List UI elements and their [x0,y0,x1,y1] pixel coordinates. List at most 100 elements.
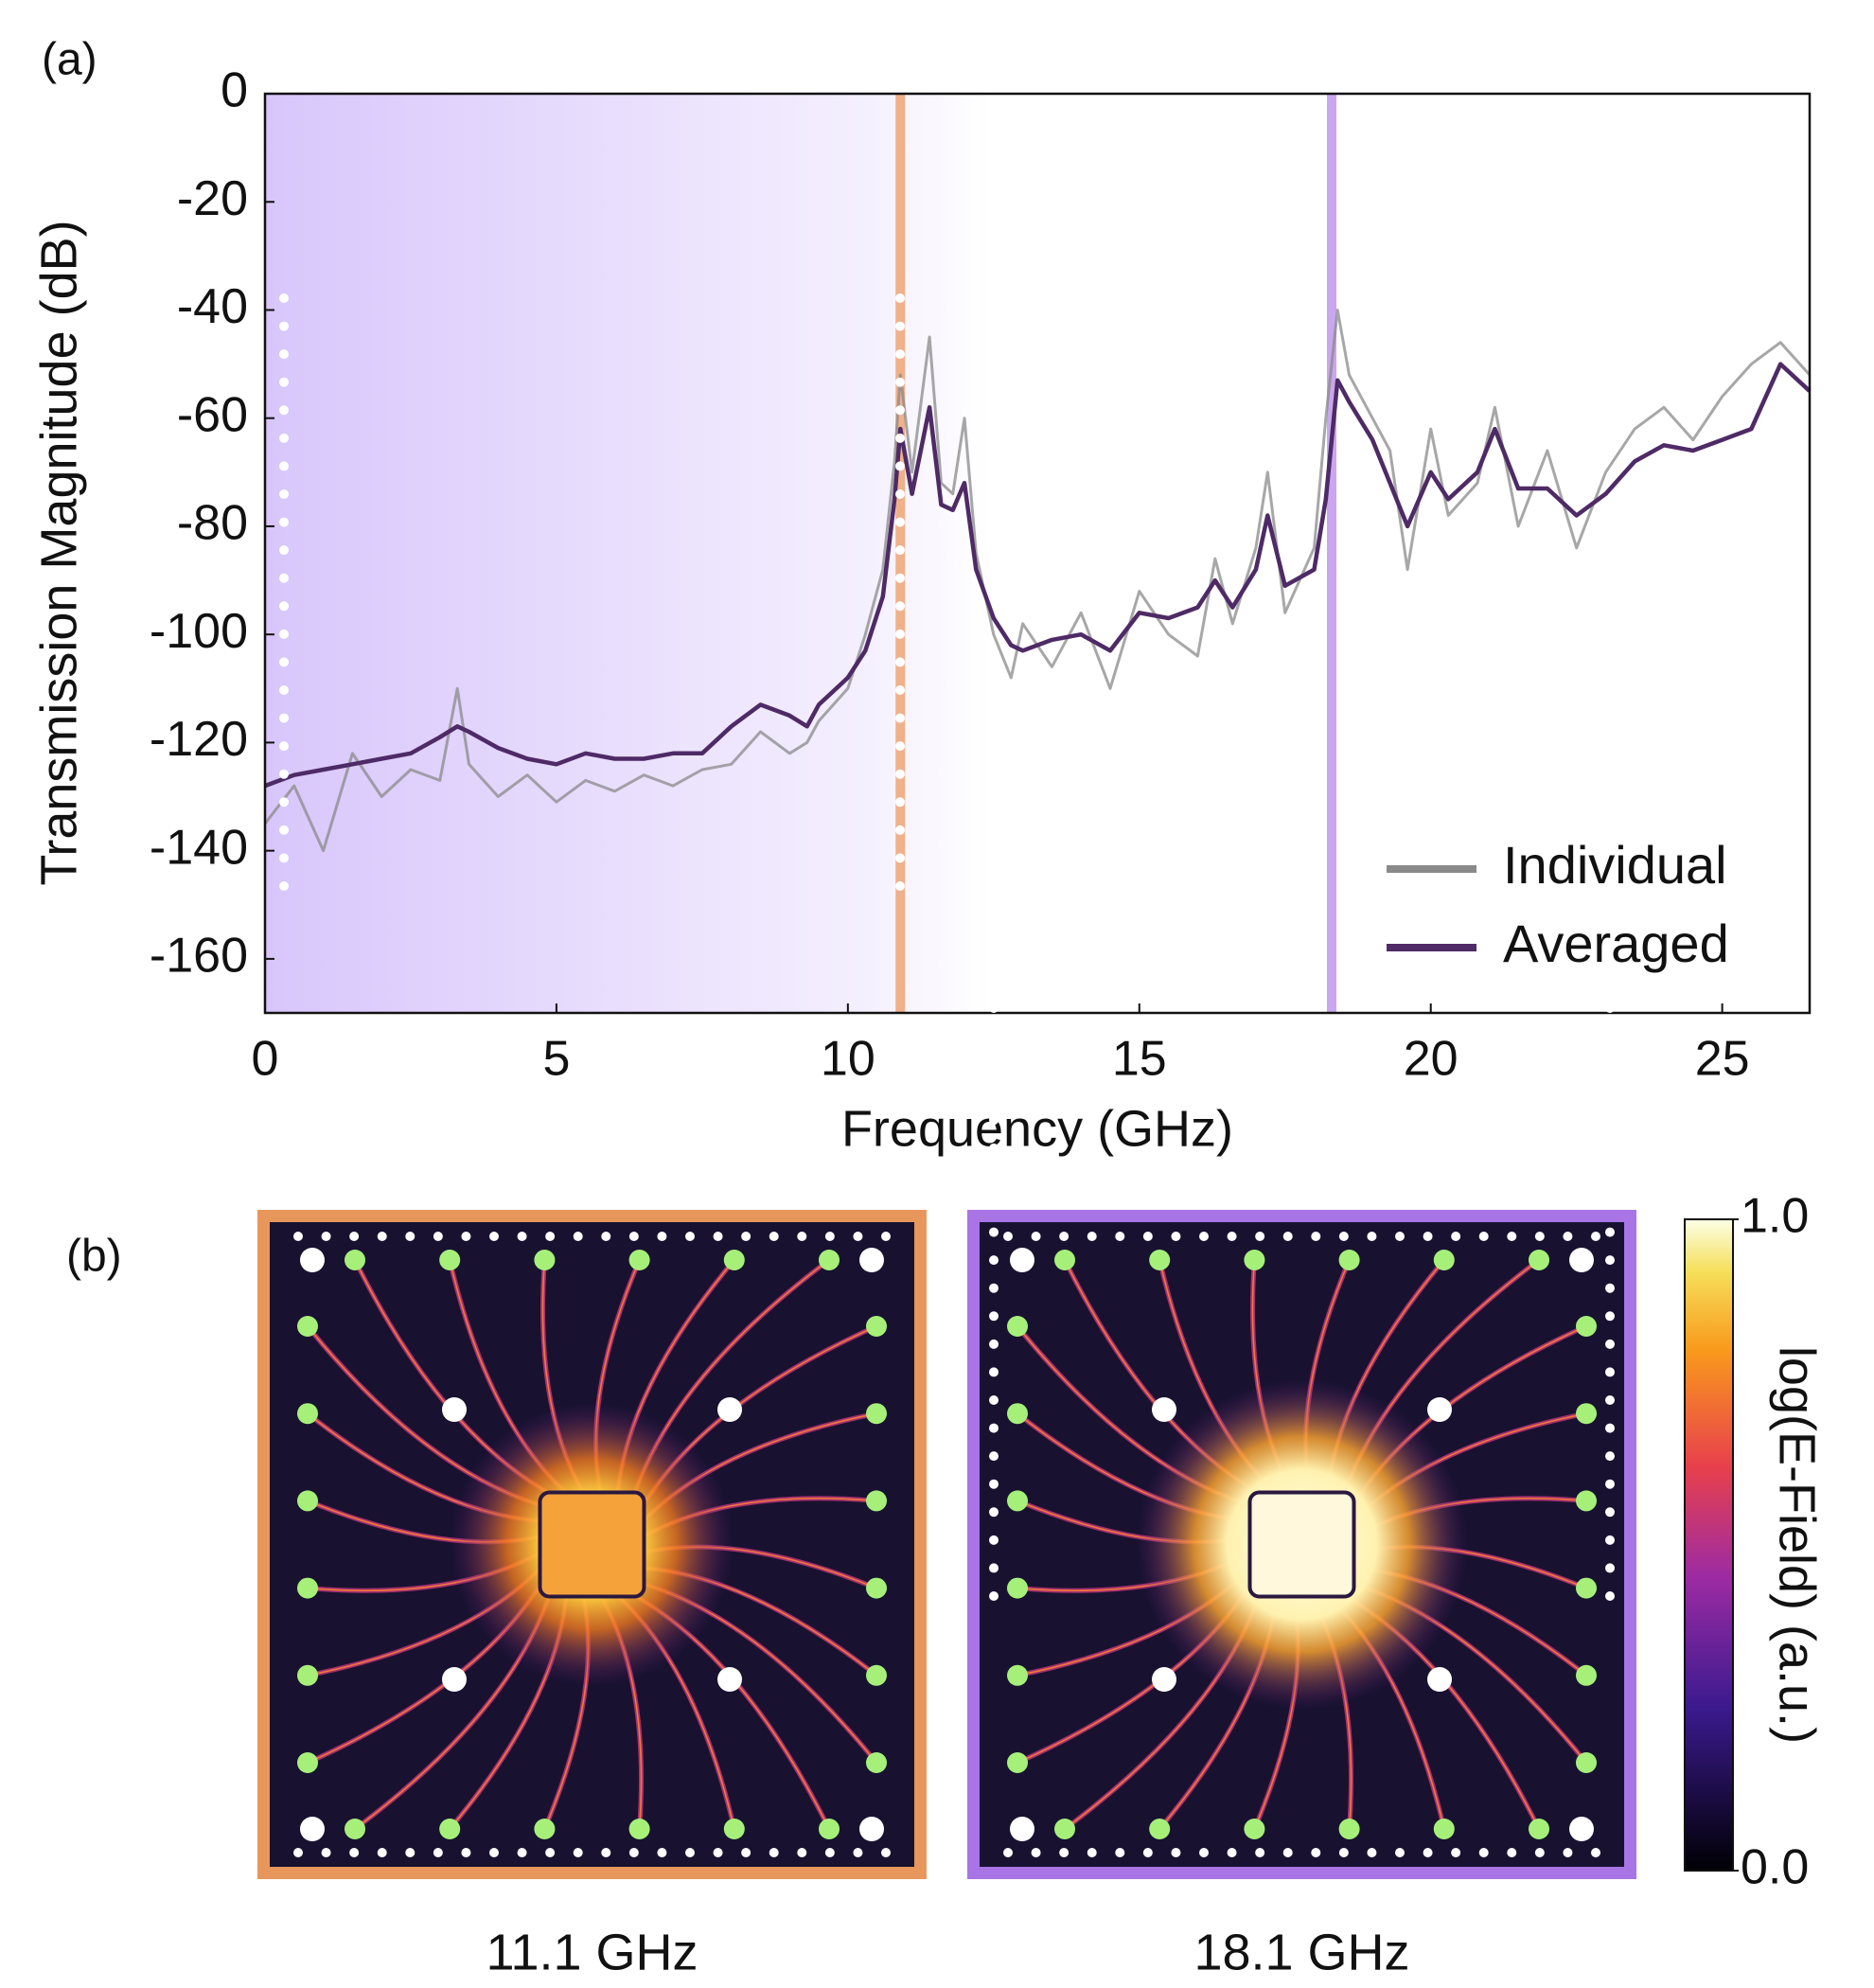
chip [1247,1490,1356,1599]
via [989,1031,999,1041]
x-tick-label: 25 [1695,1032,1750,1087]
via [377,1848,387,1857]
pad [439,1819,461,1839]
via [895,461,905,471]
pad [345,1819,365,1839]
via [1255,1232,1265,1241]
via [1591,1232,1600,1241]
mount-hole [1152,1397,1176,1422]
pad [723,1250,745,1270]
panel-label: (b) [66,1232,122,1282]
pad [1007,1490,1028,1512]
via [989,1339,999,1349]
via [989,1591,999,1601]
via [1031,1232,1041,1241]
via [1059,1848,1070,1857]
via [1605,1143,1615,1153]
via [1171,1232,1181,1241]
via [895,825,905,835]
legend-label: Individual [1503,835,1727,895]
via [279,769,289,779]
via [1423,1232,1433,1241]
via [517,1232,527,1241]
via [895,629,905,639]
via [1507,1848,1517,1857]
via [657,1848,667,1857]
pad [297,1403,318,1425]
via [1338,1232,1349,1241]
via [1563,1232,1573,1241]
via [279,517,289,527]
via [1059,1232,1070,1241]
pad [297,1316,318,1337]
via [895,657,905,667]
via [279,741,289,752]
via [321,1848,331,1857]
pad [534,1250,556,1270]
via [895,741,905,752]
colorbar-tick-label: 0.0 [1741,1840,1809,1895]
via [1227,1848,1237,1857]
via [601,1232,611,1241]
y-tick-label: -120 [150,712,248,767]
y-tick-label: -60 [177,387,248,442]
pad [1576,1752,1597,1773]
field-map [967,1003,1636,1879]
via [1395,1848,1405,1857]
mount-hole [300,1817,325,1841]
via [377,1232,387,1241]
via [489,1848,499,1857]
pad [1576,1316,1597,1337]
via [1199,1848,1209,1857]
via [573,1848,583,1857]
via [1282,1848,1293,1857]
via [741,1232,751,1241]
via [989,1199,999,1209]
pad [866,1403,887,1425]
via [895,797,905,808]
via [293,1848,303,1857]
pad [1149,1819,1171,1839]
pad [1576,1664,1597,1686]
y-tick-label: -40 [177,279,248,334]
via [279,853,289,863]
pad [1244,1819,1265,1839]
via [279,685,289,695]
via [989,1451,999,1462]
x-tick-label: 5 [542,1032,570,1087]
via [1227,1232,1237,1241]
mount-hole [442,1397,467,1422]
pad [866,1752,887,1773]
y-tick-label: -100 [150,604,248,659]
via [1451,1848,1461,1857]
via [989,1059,999,1070]
via [1605,1311,1615,1322]
via [1255,1848,1265,1857]
via [279,657,289,667]
via [1605,1255,1615,1266]
pad [866,1316,887,1337]
via [1605,1395,1615,1405]
via [1591,1848,1600,1857]
via [1605,1535,1615,1545]
via [279,881,289,891]
pad [1054,1250,1075,1270]
pad [297,1490,318,1512]
via [881,1232,891,1241]
via [1605,1339,1615,1349]
pad [1338,1819,1360,1839]
y-tick-label: -20 [177,171,248,226]
shading [265,94,992,1013]
series-line [264,362,1812,789]
via [989,1115,999,1126]
via [895,713,905,723]
via [895,573,905,583]
via [1507,1232,1517,1241]
mount-hole [1569,1248,1594,1272]
via [853,1848,863,1857]
x-tick-label: 20 [1404,1032,1459,1087]
pad [1338,1250,1360,1270]
pad [1433,1250,1455,1270]
pad [1529,1250,1549,1270]
via [824,1848,835,1857]
